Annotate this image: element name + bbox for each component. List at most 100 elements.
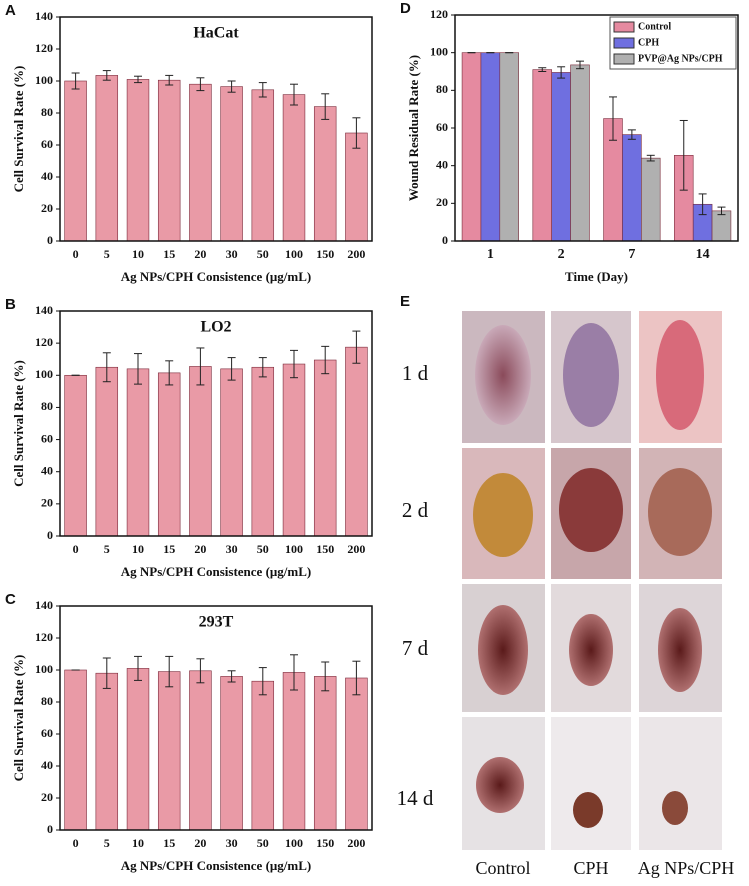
x-tick-label: 14 bbox=[696, 247, 710, 262]
photo bbox=[563, 323, 619, 427]
legend-label: CPH bbox=[638, 37, 659, 48]
x-tick-label: 15 bbox=[163, 836, 175, 850]
panel-label: C bbox=[5, 591, 16, 608]
plot-frame bbox=[59, 605, 373, 831]
x-tick-label: 30 bbox=[226, 836, 238, 850]
bar bbox=[157, 671, 181, 831]
error-bar bbox=[575, 60, 584, 70]
bar bbox=[95, 75, 119, 242]
error-bar bbox=[258, 667, 267, 696]
panel-label: E bbox=[400, 293, 410, 310]
x-tick-label: 10 bbox=[132, 542, 144, 556]
bar bbox=[641, 157, 661, 242]
column-label: Control bbox=[475, 858, 530, 878]
error-bar bbox=[290, 349, 298, 379]
y-tick-label: 120 bbox=[35, 335, 53, 349]
y-tick-label: 140 bbox=[35, 9, 53, 23]
bar bbox=[313, 676, 337, 831]
y-tick-label: 80 bbox=[41, 694, 53, 708]
x-tick-label: 5 bbox=[104, 836, 110, 850]
error-bar bbox=[352, 117, 361, 149]
error-bar bbox=[258, 357, 267, 378]
y-tick-label: 140 bbox=[35, 303, 53, 317]
error-bar bbox=[646, 154, 655, 162]
bar bbox=[282, 363, 306, 537]
x-tick-label: 5 bbox=[104, 247, 110, 261]
y-tick-label: 120 bbox=[35, 41, 53, 55]
legend-swatch bbox=[613, 21, 635, 33]
x-tick-label: 15 bbox=[163, 247, 175, 261]
x-tick-label: 30 bbox=[226, 542, 238, 556]
error-bar bbox=[290, 654, 298, 691]
y-tick-label: 100 bbox=[35, 73, 53, 87]
x-tick-label: 5 bbox=[104, 542, 110, 556]
column-label: CPH bbox=[573, 858, 608, 878]
photo bbox=[551, 717, 631, 850]
photo bbox=[478, 605, 528, 695]
error-bar bbox=[290, 83, 298, 106]
x-tick-label: 50 bbox=[257, 542, 269, 556]
y-tick-label: 20 bbox=[41, 790, 53, 804]
bar bbox=[220, 86, 243, 242]
error-bar bbox=[196, 77, 205, 92]
y-tick-label: 80 bbox=[436, 82, 448, 96]
bar bbox=[345, 677, 368, 831]
photo bbox=[475, 325, 531, 425]
photo bbox=[658, 608, 702, 692]
bar bbox=[251, 366, 275, 537]
y-tick-label: 40 bbox=[41, 463, 53, 477]
bar bbox=[499, 52, 519, 242]
bar bbox=[157, 372, 181, 537]
error-bar bbox=[165, 74, 174, 86]
row-label: 1 d bbox=[402, 361, 429, 385]
y-axis-label: Cell Survival Rate (%) bbox=[11, 66, 26, 193]
x-axis-label: Ag NPs/CPH Consistence (μg/mL) bbox=[121, 858, 311, 873]
x-tick-label: 0 bbox=[73, 836, 79, 850]
x-tick-label: 1 bbox=[487, 247, 494, 262]
error-bar bbox=[227, 357, 236, 381]
x-tick-label: 100 bbox=[285, 542, 303, 556]
x-tick-label: 100 bbox=[285, 247, 303, 261]
bar bbox=[282, 94, 306, 242]
error-bar bbox=[321, 661, 330, 692]
error-bar bbox=[196, 347, 205, 386]
bar bbox=[551, 72, 571, 242]
x-tick-label: 20 bbox=[194, 247, 206, 261]
y-tick-label: 0 bbox=[47, 822, 53, 836]
error-bar bbox=[134, 75, 142, 84]
y-tick-label: 20 bbox=[41, 201, 53, 215]
y-tick-label: 60 bbox=[41, 431, 53, 445]
y-tick-label: 0 bbox=[47, 528, 53, 542]
error-bar bbox=[134, 353, 142, 385]
x-tick-label: 20 bbox=[194, 542, 206, 556]
y-tick-label: 80 bbox=[41, 105, 53, 119]
bar bbox=[282, 672, 306, 831]
error-bar bbox=[102, 352, 111, 383]
bar bbox=[251, 680, 275, 831]
bar bbox=[532, 69, 552, 242]
y-tick-label: 0 bbox=[442, 233, 448, 247]
legend-swatch bbox=[613, 37, 635, 49]
error-bar bbox=[352, 660, 361, 696]
error-bar bbox=[227, 80, 236, 93]
row-label: 7 d bbox=[402, 636, 429, 660]
y-tick-label: 100 bbox=[35, 367, 53, 381]
y-tick-label: 120 bbox=[430, 7, 448, 21]
bar bbox=[461, 52, 482, 242]
bar bbox=[345, 132, 368, 242]
bar bbox=[64, 80, 87, 242]
bar bbox=[189, 83, 212, 242]
y-tick-label: 80 bbox=[41, 399, 53, 413]
x-tick-label: 15 bbox=[163, 542, 175, 556]
x-tick-label: 100 bbox=[285, 836, 303, 850]
bar bbox=[64, 669, 87, 831]
photo bbox=[473, 473, 533, 557]
x-tick-label: 150 bbox=[316, 247, 334, 261]
bar bbox=[622, 134, 642, 242]
y-tick-label: 0 bbox=[47, 233, 53, 247]
photo bbox=[656, 320, 704, 430]
y-tick-label: 140 bbox=[35, 598, 53, 612]
error-bar bbox=[698, 193, 707, 216]
x-tick-label: 7 bbox=[628, 247, 635, 262]
bar bbox=[126, 668, 150, 831]
